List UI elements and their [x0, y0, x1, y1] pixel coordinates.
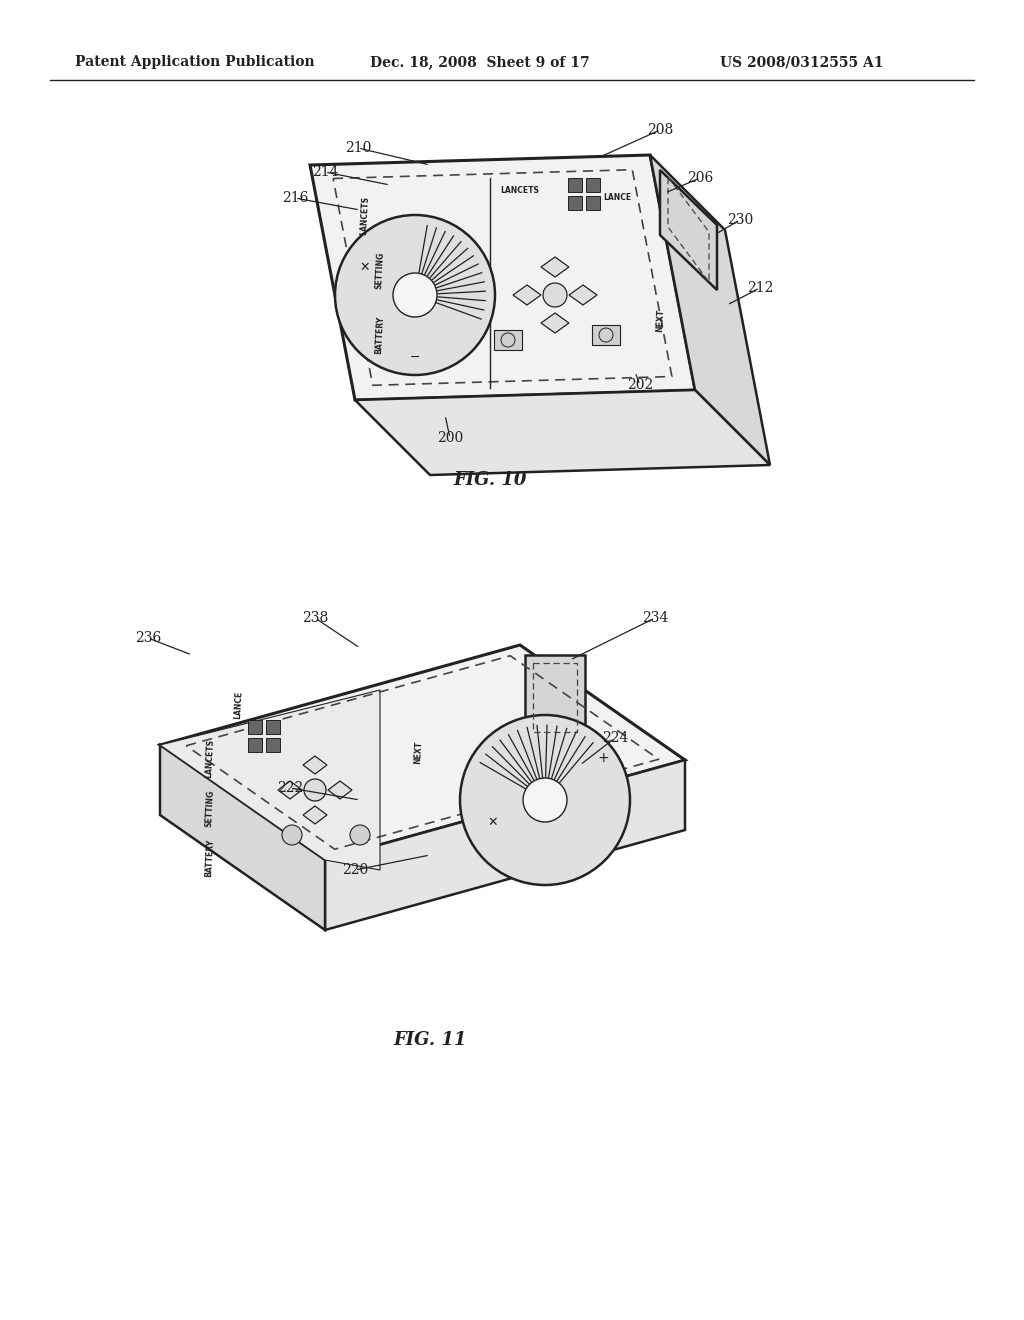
Polygon shape [355, 389, 770, 475]
Polygon shape [513, 285, 541, 305]
Text: FIG. 11: FIG. 11 [393, 1031, 467, 1049]
Text: −: − [410, 351, 420, 363]
Circle shape [460, 715, 630, 884]
Text: 238: 238 [302, 611, 328, 624]
Polygon shape [303, 807, 327, 824]
Polygon shape [160, 690, 380, 870]
Text: FIG. 10: FIG. 10 [454, 471, 526, 488]
Polygon shape [660, 170, 717, 290]
Polygon shape [248, 738, 262, 752]
Polygon shape [160, 744, 325, 931]
Polygon shape [160, 645, 685, 861]
Text: LANCETS: LANCETS [205, 738, 215, 777]
Text: BATTERY: BATTERY [375, 315, 385, 354]
Text: 230: 230 [727, 213, 753, 227]
Bar [494, 330, 522, 350]
Circle shape [350, 825, 370, 845]
Text: 234: 234 [642, 611, 669, 624]
Text: 206: 206 [687, 172, 713, 185]
Text: LANCE: LANCE [232, 690, 244, 719]
Text: 210: 210 [345, 141, 371, 154]
Polygon shape [569, 285, 597, 305]
Text: 222: 222 [276, 781, 303, 795]
Polygon shape [248, 719, 262, 734]
Circle shape [282, 825, 302, 845]
Text: SETTING: SETTING [205, 789, 215, 826]
Polygon shape [650, 154, 770, 465]
Text: LANCE: LANCE [603, 193, 631, 202]
Bar [592, 325, 620, 345]
Text: 200: 200 [437, 432, 463, 445]
Text: +: + [597, 751, 609, 766]
Polygon shape [541, 257, 569, 277]
Polygon shape [568, 178, 582, 191]
Text: 224: 224 [602, 731, 628, 744]
Text: ✕: ✕ [487, 816, 499, 829]
Circle shape [393, 273, 437, 317]
Polygon shape [266, 719, 280, 734]
Polygon shape [303, 756, 327, 774]
Text: 214: 214 [311, 165, 338, 180]
Text: Dec. 18, 2008  Sheet 9 of 17: Dec. 18, 2008 Sheet 9 of 17 [370, 55, 590, 69]
Text: BATTERY: BATTERY [205, 838, 215, 878]
Text: 212: 212 [746, 281, 773, 294]
Circle shape [543, 282, 567, 308]
Text: 208: 208 [647, 123, 673, 137]
Text: 216: 216 [282, 191, 308, 205]
Polygon shape [278, 781, 302, 799]
Text: 220: 220 [342, 863, 368, 876]
Circle shape [304, 779, 326, 801]
Text: LANCETS: LANCETS [359, 195, 371, 235]
Polygon shape [568, 195, 582, 210]
Text: NEXT: NEXT [413, 741, 423, 764]
Text: 202: 202 [627, 378, 653, 392]
Text: Patent Application Publication: Patent Application Publication [75, 55, 314, 69]
Text: ✕: ✕ [359, 260, 371, 273]
Polygon shape [310, 154, 695, 400]
Polygon shape [328, 781, 352, 799]
Polygon shape [266, 738, 280, 752]
Circle shape [523, 777, 567, 822]
Text: LANCETS: LANCETS [501, 186, 540, 195]
Polygon shape [325, 760, 685, 931]
Text: US 2008/0312555 A1: US 2008/0312555 A1 [720, 55, 884, 69]
Text: NEXT: NEXT [655, 309, 666, 333]
Circle shape [335, 215, 495, 375]
Polygon shape [586, 195, 600, 210]
Text: 236: 236 [135, 631, 161, 645]
Polygon shape [586, 178, 600, 191]
Polygon shape [541, 313, 569, 333]
Text: SETTING: SETTING [375, 251, 385, 289]
Polygon shape [525, 655, 585, 741]
